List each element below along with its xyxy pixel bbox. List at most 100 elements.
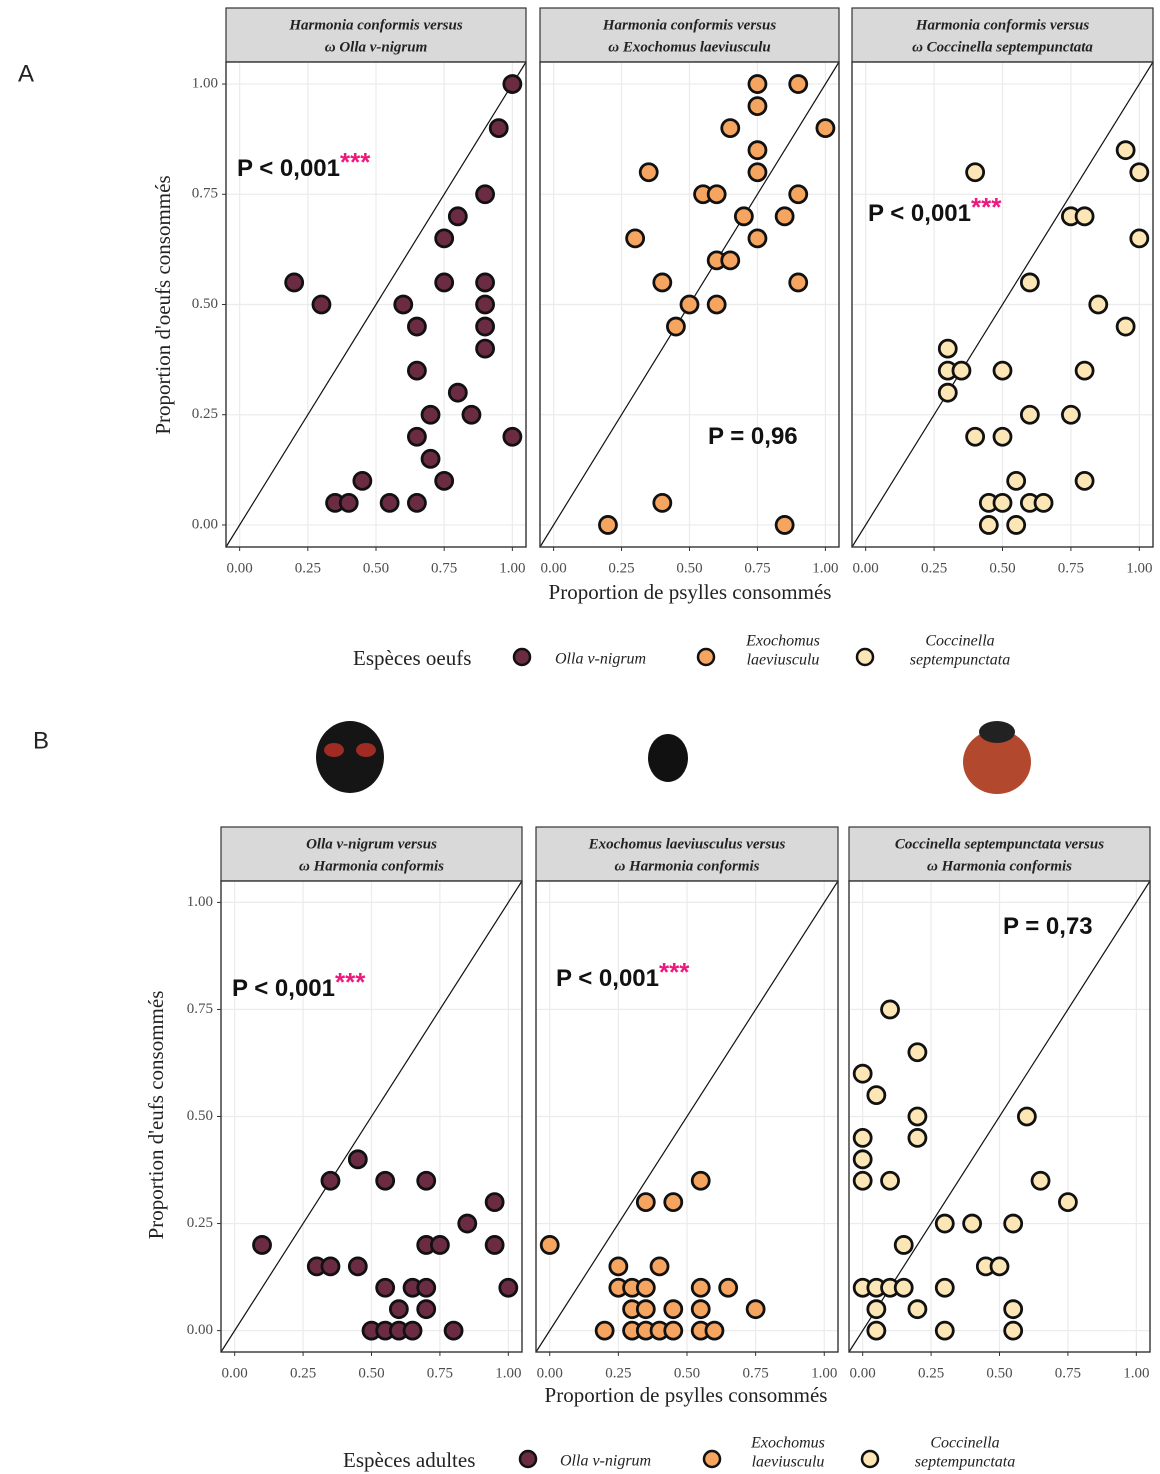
point — [706, 184, 727, 205]
point — [352, 470, 373, 491]
legend-label: laeviusculu — [747, 652, 820, 669]
strip-title: Exochomus laeviusculus versus — [588, 836, 786, 852]
y-tick-label: 0.75 — [192, 186, 218, 202]
point — [1129, 162, 1150, 183]
panel-border — [851, 61, 1154, 548]
x-tick-label: 1.00 — [1126, 560, 1152, 576]
strip-title: ω Harmonia conformis — [614, 858, 759, 874]
point — [625, 228, 646, 249]
point — [652, 493, 673, 513]
x-axis-title: Proportion de psylles consommés — [545, 1383, 828, 1407]
point — [461, 404, 482, 425]
point — [663, 1320, 684, 1341]
strip-title: ω Olla v-nigrum — [325, 39, 428, 55]
point — [635, 1192, 656, 1213]
legend-swatch — [518, 1449, 538, 1469]
point — [1074, 470, 1095, 491]
point — [733, 206, 754, 227]
x-tick-label: 1.00 — [811, 1365, 837, 1381]
strip-title: Coccinella septempunctata versus — [895, 836, 1104, 852]
p-value: P < 0,001*** — [556, 957, 690, 992]
legend-swatch — [696, 647, 716, 667]
point — [539, 1235, 560, 1255]
x-tick-label: 0.25 — [295, 560, 321, 576]
strip — [848, 826, 1151, 882]
reference-line — [848, 880, 1151, 1353]
point — [1129, 228, 1150, 249]
point — [720, 118, 741, 139]
p-value-text: P = 0,96 — [708, 423, 798, 450]
x-tick-label: 1.00 — [495, 1365, 521, 1381]
p-value-text: P < 0,001 — [237, 155, 340, 182]
p-value: P < 0,001*** — [232, 967, 366, 1002]
point — [978, 515, 999, 535]
legend-swatch — [702, 1449, 722, 1469]
point — [338, 493, 359, 513]
point — [420, 404, 441, 425]
point — [375, 1170, 396, 1191]
point — [311, 294, 332, 315]
x-tick-label: 0.50 — [674, 1365, 700, 1381]
point — [1016, 1106, 1037, 1127]
significance-stars: *** — [340, 147, 371, 177]
point — [951, 360, 972, 381]
point — [1061, 404, 1081, 425]
point — [434, 228, 455, 249]
point — [934, 1213, 955, 1234]
panel-border — [539, 61, 840, 548]
x-tick-label: 0.75 — [1055, 1365, 1081, 1381]
legend-title: Espèces adultes — [343, 1448, 475, 1472]
p-value-text: P < 0,001 — [232, 975, 335, 1002]
x-tick-label: 0.00 — [853, 560, 879, 576]
x-tick-label: 0.75 — [744, 560, 770, 576]
point — [416, 1170, 437, 1191]
point — [866, 1299, 887, 1320]
point — [407, 360, 427, 381]
x-tick-label: 0.00 — [227, 560, 253, 576]
point — [475, 184, 495, 205]
reference-line — [851, 61, 1154, 548]
point — [788, 184, 809, 205]
strip-title: Olla v-nigrum versus — [306, 836, 437, 852]
x-tick-label: 1.00 — [1123, 1365, 1149, 1381]
point — [937, 382, 958, 403]
point — [420, 448, 441, 469]
point — [690, 1170, 711, 1191]
point — [747, 162, 768, 183]
point — [407, 426, 427, 447]
y-tick-label: 0.00 — [187, 1322, 213, 1338]
point — [788, 272, 809, 293]
y-tick-label: 0.50 — [192, 296, 218, 312]
point — [1003, 1320, 1024, 1341]
point — [252, 1235, 272, 1255]
y-tick-label: 0.75 — [187, 1001, 213, 1017]
point — [416, 1277, 437, 1298]
point — [1006, 470, 1027, 491]
legend-label: septempunctata — [915, 1454, 1015, 1471]
x-axis-title: Proportion de psylles consommés — [549, 580, 832, 604]
strip — [851, 7, 1154, 63]
point — [484, 1235, 505, 1255]
legend-label: septempunctata — [910, 652, 1010, 669]
point — [666, 316, 686, 337]
point — [679, 294, 700, 315]
p-value: P < 0,001*** — [237, 147, 371, 182]
point — [393, 294, 414, 315]
y-tick-label: 1.00 — [192, 75, 218, 91]
point — [484, 1192, 505, 1213]
point — [962, 1213, 983, 1234]
point — [416, 1299, 437, 1320]
point — [774, 515, 795, 535]
x-tick-label: 0.50 — [676, 560, 702, 576]
x-tick-label: 1.00 — [499, 560, 525, 576]
point — [907, 1299, 928, 1320]
point — [502, 426, 523, 447]
point — [649, 1256, 670, 1277]
panel-border — [220, 880, 523, 1353]
point — [1003, 1299, 1024, 1320]
strip-title: ω Harmonia conformis — [927, 858, 1072, 874]
y-tick-label: 0.50 — [187, 1108, 213, 1124]
x-tick-label: 0.75 — [743, 1365, 769, 1381]
p-value-text: P < 0,001 — [556, 965, 659, 992]
